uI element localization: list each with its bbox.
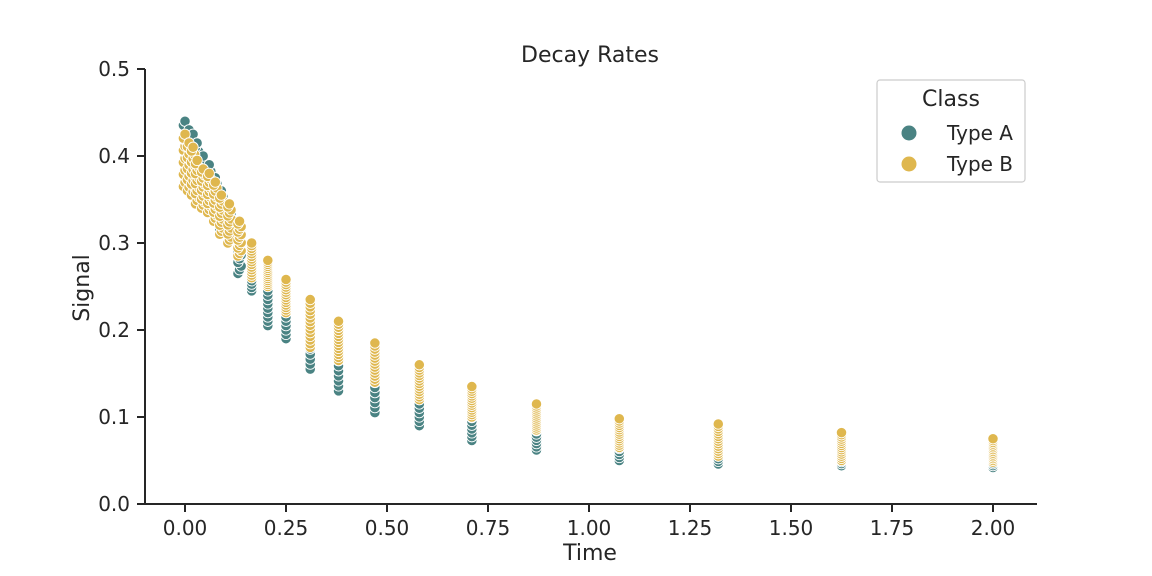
point-type-b <box>209 176 221 188</box>
x-tick-label: 2.00 <box>971 516 1016 540</box>
legend-marker-type-a <box>901 125 917 141</box>
point-type-b <box>712 418 724 430</box>
point-type-b <box>223 198 236 210</box>
y-tick-label: 0.3 <box>98 231 130 255</box>
point-type-b <box>413 359 425 371</box>
point-type-b <box>304 293 316 306</box>
legend-label-type-b: Type B <box>946 152 1013 176</box>
y-tick-label: 0.1 <box>98 405 130 429</box>
x-tick-label: 1.75 <box>870 516 915 540</box>
point-type-b <box>332 315 345 327</box>
points-layer <box>177 115 999 474</box>
x-tick-label: 0.25 <box>264 516 309 540</box>
y-tick-label: 0.2 <box>98 318 130 342</box>
point-type-b <box>233 215 246 227</box>
point-type-b <box>262 254 274 267</box>
point-type-b <box>280 273 292 286</box>
x-tick-label: 1.25 <box>668 516 713 540</box>
x-tick-label: 0.75 <box>466 516 511 540</box>
point-type-b <box>613 413 625 425</box>
legend-title: Class <box>922 87 980 112</box>
y-ticks: 0.0 0.1 0.2 0.3 0.4 0.5 <box>98 57 145 516</box>
point-type-b <box>215 189 228 201</box>
point-type-b <box>191 154 203 167</box>
legend-marker-type-b <box>901 156 917 172</box>
legend-label-type-a: Type A <box>946 121 1013 145</box>
point-type-b <box>466 380 478 393</box>
x-ticks: 0.00 0.25 0.50 0.75 1.00 1.25 1.50 1.75 2.00 <box>163 504 1016 540</box>
x-tick-label: 1.50 <box>769 516 814 540</box>
point-type-b <box>187 141 199 153</box>
x-tick-label: 0.00 <box>163 516 208 540</box>
y-tick-label: 0.4 <box>98 144 130 168</box>
chart-title: Decay Rates <box>521 43 659 68</box>
x-tick-label: 1.00 <box>567 516 612 540</box>
y-tick-label: 0.0 <box>98 492 130 516</box>
point-type-b <box>203 167 215 180</box>
point-type-b <box>530 398 543 410</box>
y-tick-label: 0.5 <box>98 57 130 81</box>
x-axis-label: Time <box>562 541 617 566</box>
point-type-b <box>246 237 258 249</box>
y-axis-label: Signal <box>70 254 95 322</box>
point-type-b <box>835 427 848 439</box>
legend: Class Type A Type B <box>876 79 1026 183</box>
point-type-b <box>987 433 999 445</box>
legend-frame <box>876 79 1026 183</box>
point-type-b <box>369 337 381 349</box>
x-tick-label: 0.50 <box>365 516 410 540</box>
